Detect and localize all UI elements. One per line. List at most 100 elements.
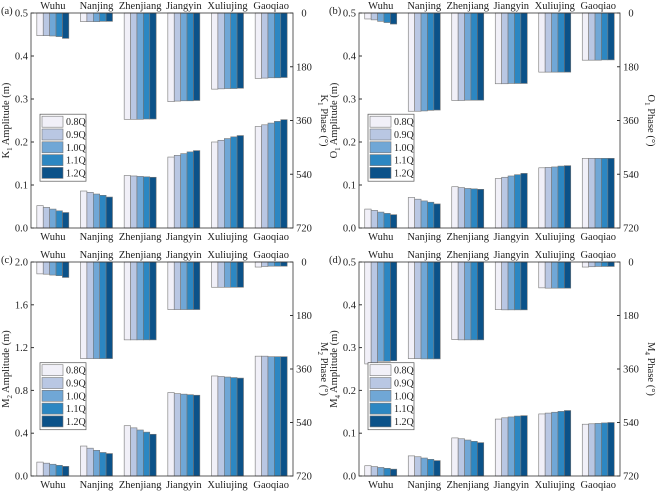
legend-swatch bbox=[369, 377, 392, 389]
amplitude-bar bbox=[433, 460, 441, 477]
y2-tick-label: 180 bbox=[623, 62, 639, 73]
phase-bar bbox=[477, 261, 485, 341]
phase-bar bbox=[62, 12, 70, 39]
phase-bar bbox=[217, 261, 225, 288]
category-label-bottom: Wuhu bbox=[40, 480, 66, 491]
amplitude-bar bbox=[254, 126, 262, 229]
category-label-bottom: Zhenjiang bbox=[119, 232, 162, 243]
amplitude-bar bbox=[180, 393, 188, 477]
amplitude-bar bbox=[520, 415, 528, 477]
amplitude-bar bbox=[564, 165, 572, 229]
legend-label: 1.0Q bbox=[394, 143, 415, 154]
category-label-bottom: Xuliujing bbox=[535, 232, 576, 243]
amplitude-bar bbox=[588, 423, 596, 477]
phase-bar bbox=[427, 261, 435, 360]
y2-tick-label: 360 bbox=[296, 116, 312, 127]
phase-bar bbox=[538, 261, 546, 289]
amplitude-bar bbox=[149, 433, 157, 477]
phase-bar bbox=[186, 261, 194, 310]
phase-bar bbox=[130, 261, 138, 341]
legend-label: 1.0Q bbox=[394, 391, 415, 402]
phase-bar bbox=[136, 261, 144, 341]
category-label-top: Gaoqiao bbox=[253, 250, 289, 261]
category-label-top: Wuhu bbox=[40, 250, 66, 261]
y-tick-label: 0.4 bbox=[15, 52, 29, 63]
y-tick-label: 0.4 bbox=[343, 300, 357, 311]
phase-bar bbox=[514, 12, 522, 84]
y2-tick-label: 180 bbox=[296, 62, 312, 73]
amplitude-bar bbox=[173, 155, 181, 229]
amplitude-bar bbox=[414, 456, 422, 477]
amplitude-bar bbox=[217, 139, 225, 229]
amplitude-bar bbox=[193, 394, 201, 477]
phase-bar bbox=[236, 12, 244, 89]
amplitude-bar bbox=[407, 455, 415, 477]
amplitude-bar bbox=[186, 394, 194, 477]
phase-bar bbox=[494, 261, 502, 310]
legend: 0.8Q 0.9Q1.0Q 1.1Q 1.2Q bbox=[39, 362, 87, 431]
amplitude-bar bbox=[538, 167, 546, 229]
phase-bar bbox=[607, 12, 615, 61]
phase-bar bbox=[267, 12, 275, 79]
y-tick-label: 0.4 bbox=[15, 429, 29, 440]
amplitude-bar bbox=[99, 195, 107, 229]
y2-tick-label: 360 bbox=[623, 116, 639, 127]
y2-tick-label: 720 bbox=[623, 472, 639, 483]
amplitude-bar bbox=[42, 462, 50, 477]
phase-bar bbox=[601, 261, 609, 267]
phase-bar bbox=[36, 12, 44, 36]
legend-swatch bbox=[41, 415, 64, 428]
amplitude-bar bbox=[594, 158, 602, 229]
phase-bar bbox=[370, 261, 378, 365]
legend-swatch bbox=[369, 141, 392, 154]
amplitude-bar bbox=[364, 208, 372, 229]
phase-bar bbox=[254, 261, 262, 268]
amplitude-bar bbox=[477, 189, 485, 229]
category-label-top: Zhenjiang bbox=[446, 250, 489, 261]
amplitude-bar bbox=[407, 197, 415, 229]
panel-label: (b) bbox=[329, 6, 342, 17]
y-axis-label: M2 Amplitude (m) bbox=[1, 330, 14, 408]
phase-bar bbox=[581, 261, 589, 268]
phase-bar bbox=[390, 12, 398, 25]
category-label-bottom: Zhenjiang bbox=[446, 480, 489, 491]
y-tick-label: 0.5 bbox=[343, 258, 356, 269]
category-label-top: Xuliujing bbox=[535, 1, 576, 12]
legend-label: 1.2Q bbox=[66, 417, 87, 428]
phase-bar bbox=[594, 12, 602, 61]
legend-label: 0.8Q bbox=[66, 366, 87, 377]
phase-bar bbox=[494, 12, 502, 85]
legend-label: 1.1Q bbox=[66, 156, 87, 167]
category-label-bottom: Xuliujing bbox=[207, 232, 248, 243]
phase-bar bbox=[254, 12, 262, 79]
phase-bar bbox=[451, 12, 459, 101]
phase-bar bbox=[130, 12, 138, 120]
phase-bar bbox=[414, 261, 422, 359]
amplitude-bar bbox=[390, 468, 398, 477]
amplitude-bar bbox=[514, 174, 522, 229]
amplitude-bar bbox=[377, 211, 385, 229]
amplitude-bar bbox=[451, 186, 459, 229]
amplitude-bar bbox=[501, 417, 509, 477]
phase-bar bbox=[564, 12, 572, 73]
y2-axis-label: O1 Phase (°) bbox=[643, 94, 656, 147]
amplitude-bar bbox=[230, 136, 238, 229]
amplitude-bar bbox=[280, 119, 288, 229]
phase-bar bbox=[123, 12, 131, 120]
legend-swatch bbox=[369, 415, 392, 428]
amplitude-bar bbox=[377, 467, 385, 477]
category-label-bottom: Gaoqiao bbox=[253, 480, 289, 491]
category-label-bottom: Nanjing bbox=[407, 480, 442, 491]
panel-label: (a) bbox=[1, 6, 13, 17]
phase-bar bbox=[364, 261, 372, 365]
phase-bar bbox=[383, 12, 391, 23]
category-label-top: Nanjing bbox=[80, 1, 115, 12]
phase-bar bbox=[180, 12, 188, 102]
amplitude-bar bbox=[433, 203, 441, 229]
panel-label: (d) bbox=[329, 255, 342, 266]
amplitude-bar bbox=[130, 175, 138, 229]
category-label-top: Xuliujing bbox=[535, 250, 576, 261]
amplitude-bar bbox=[86, 447, 94, 477]
legend-swatch bbox=[369, 167, 392, 179]
phase-bar bbox=[274, 261, 282, 267]
